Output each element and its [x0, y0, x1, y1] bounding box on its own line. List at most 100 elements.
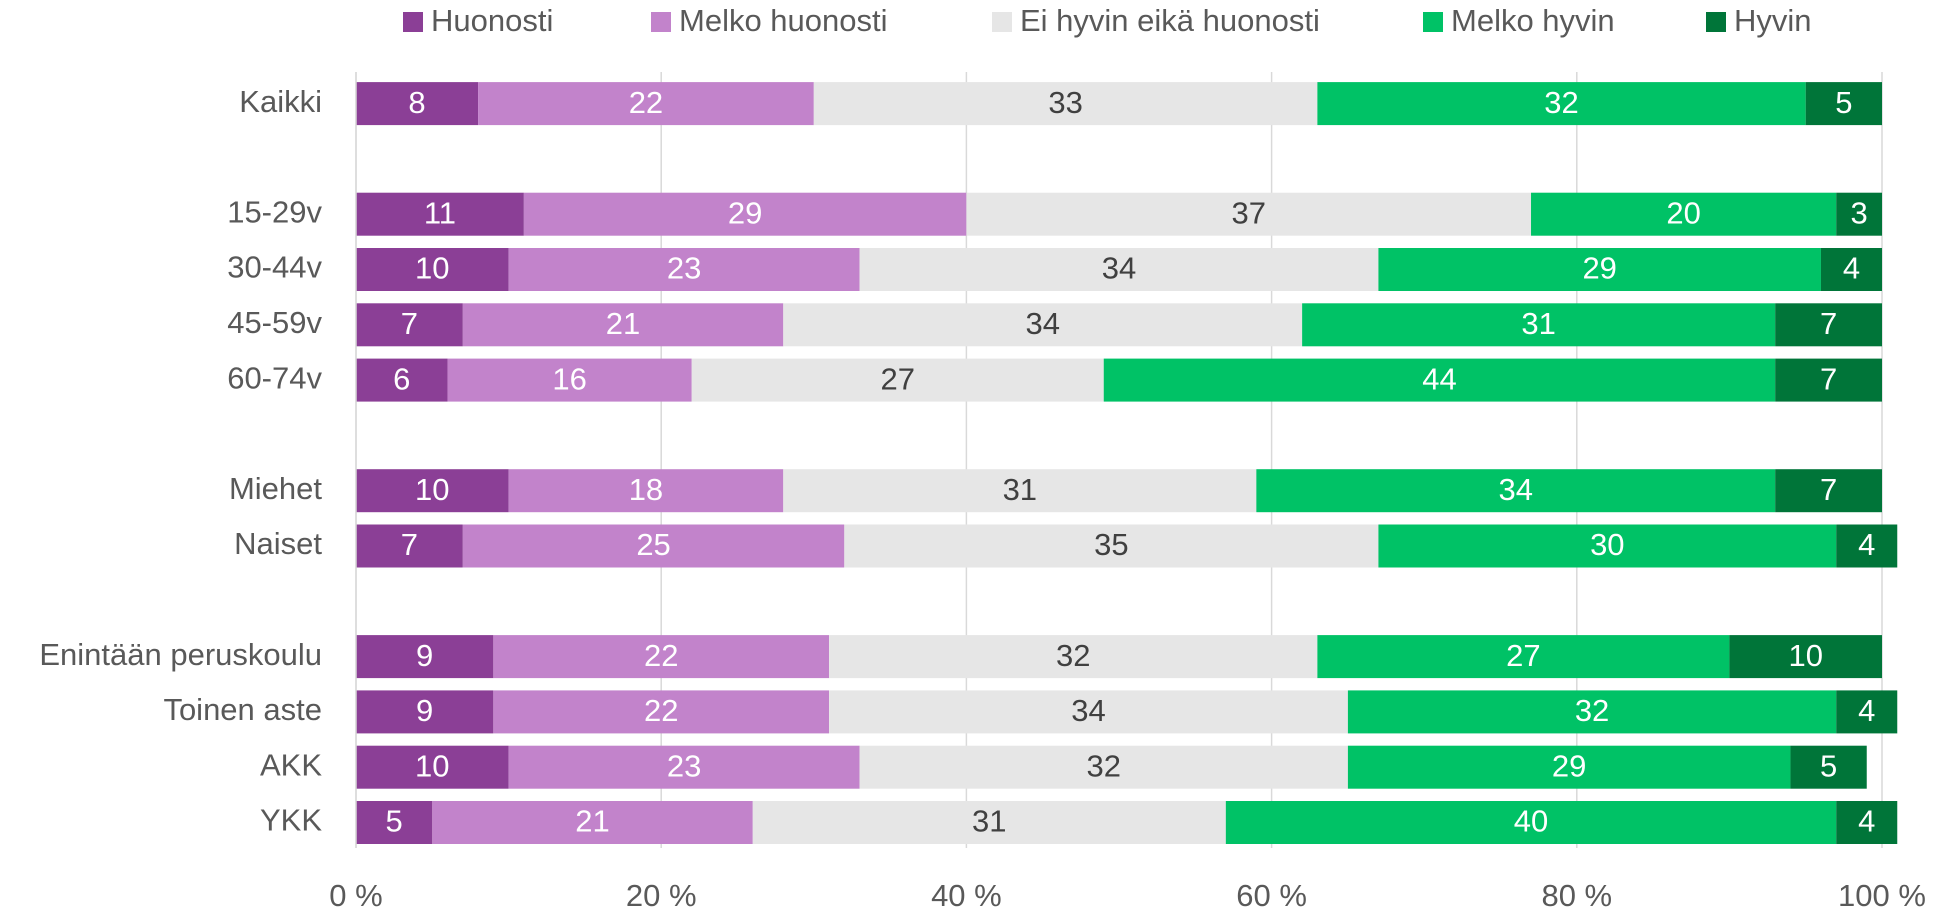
data-label: 6 — [393, 361, 410, 396]
bar-segment — [1378, 248, 1821, 291]
bar-segment — [829, 635, 1318, 679]
y-tick-label: Kaikki — [239, 84, 322, 119]
data-label: 35 — [1094, 527, 1128, 562]
data-label: 7 — [1820, 306, 1837, 341]
data-label: 29 — [1552, 748, 1586, 783]
data-label: 5 — [1820, 748, 1837, 783]
bar-segment — [356, 801, 433, 844]
bar-segment — [859, 248, 1379, 291]
data-label: 34 — [1071, 693, 1105, 728]
data-label: 31 — [1003, 472, 1037, 507]
bar-segment — [1317, 635, 1730, 679]
y-tick-label: 45-59v — [227, 305, 322, 340]
bar-segment — [844, 524, 1379, 568]
data-label: 32 — [1086, 748, 1120, 783]
data-label: 32 — [1544, 85, 1578, 120]
bar-segment — [1836, 524, 1898, 568]
data-label: 3 — [1850, 195, 1867, 230]
data-label: 21 — [575, 804, 609, 839]
data-label: 22 — [629, 85, 663, 120]
bar-segment — [1347, 690, 1837, 734]
legend-label: Huonosti — [431, 3, 553, 38]
data-label: 7 — [1820, 361, 1837, 396]
bar-segment — [1775, 303, 1882, 347]
data-label: 7 — [1820, 472, 1837, 507]
bar-segment — [356, 524, 463, 568]
data-label: 31 — [1521, 306, 1555, 341]
y-tick-label: AKK — [260, 747, 322, 782]
x-tick-label: 80 % — [1541, 878, 1612, 913]
data-label: 4 — [1858, 693, 1875, 728]
data-label: 10 — [415, 748, 449, 783]
legend-swatch — [1706, 12, 1726, 32]
data-label: 34 — [1499, 472, 1533, 507]
legend-label: Melko huonosti — [679, 3, 888, 38]
data-label: 40 — [1514, 804, 1548, 839]
data-label: 44 — [1422, 361, 1456, 396]
x-tick-label: 100 % — [1838, 878, 1926, 913]
bar-segment — [829, 690, 1348, 734]
bar-segment — [1103, 358, 1776, 402]
y-tick-label: YKK — [260, 803, 322, 838]
bar-segment — [462, 524, 845, 568]
bar-segment — [432, 801, 753, 844]
data-label: 33 — [1048, 85, 1082, 120]
data-label: 29 — [1582, 251, 1616, 286]
bar-segment — [1317, 82, 1806, 126]
y-tick-label: Enintään peruskoulu — [39, 637, 322, 672]
data-label: 23 — [667, 748, 701, 783]
bar-segment — [523, 192, 967, 236]
bar-segment — [1729, 635, 1882, 679]
bar-segment — [691, 358, 1104, 402]
bar-segment — [1836, 801, 1898, 844]
data-label: 8 — [408, 85, 425, 120]
x-tick-label: 20 % — [626, 878, 697, 913]
data-label: 29 — [728, 195, 762, 230]
bar-segment — [493, 635, 830, 679]
bar-segment — [1836, 690, 1898, 734]
bar-segment — [508, 248, 860, 291]
data-label: 4 — [1858, 804, 1875, 839]
data-label: 22 — [644, 638, 678, 673]
y-tick-label: Miehet — [229, 471, 322, 506]
x-tick-label: 60 % — [1236, 878, 1307, 913]
bar-segment — [462, 303, 784, 347]
legend-swatch — [403, 12, 423, 32]
bar-segment — [1836, 192, 1882, 236]
data-label: 23 — [667, 251, 701, 286]
bar-segment — [1302, 303, 1776, 347]
data-label: 31 — [972, 804, 1006, 839]
y-tick-label: 60-74v — [227, 360, 322, 395]
data-label: 11 — [424, 195, 456, 230]
bar-segment — [1225, 801, 1837, 844]
bar-segment — [493, 690, 830, 734]
bar-segment — [783, 469, 1257, 513]
data-label: 25 — [636, 527, 670, 562]
bar-segment — [1805, 82, 1882, 126]
bar-segment — [1256, 469, 1776, 513]
data-label: 18 — [629, 472, 663, 507]
legend-swatch — [651, 12, 671, 32]
legend-label: Ei hyvin eikä huonosti — [1020, 3, 1320, 38]
y-tick-label: Naiset — [234, 526, 322, 561]
bar-segment — [1775, 358, 1882, 402]
data-label: 5 — [386, 804, 403, 839]
y-tick-label: Toinen aste — [163, 692, 322, 727]
bar-segment — [356, 248, 509, 291]
bar-segment — [447, 358, 692, 402]
data-label: 22 — [644, 693, 678, 728]
bar-segment — [478, 82, 814, 126]
data-label: 37 — [1231, 195, 1265, 230]
data-label: 9 — [416, 693, 433, 728]
data-label: 32 — [1575, 693, 1609, 728]
bar-segment — [508, 745, 860, 789]
bar-segment — [1775, 469, 1882, 513]
data-label: 10 — [1788, 638, 1822, 673]
bar-segment — [966, 192, 1532, 236]
data-label: 10 — [415, 472, 449, 507]
data-label: 5 — [1835, 85, 1852, 120]
data-label: 20 — [1666, 195, 1700, 230]
data-label: 9 — [416, 638, 433, 673]
bar-segment — [356, 358, 448, 402]
